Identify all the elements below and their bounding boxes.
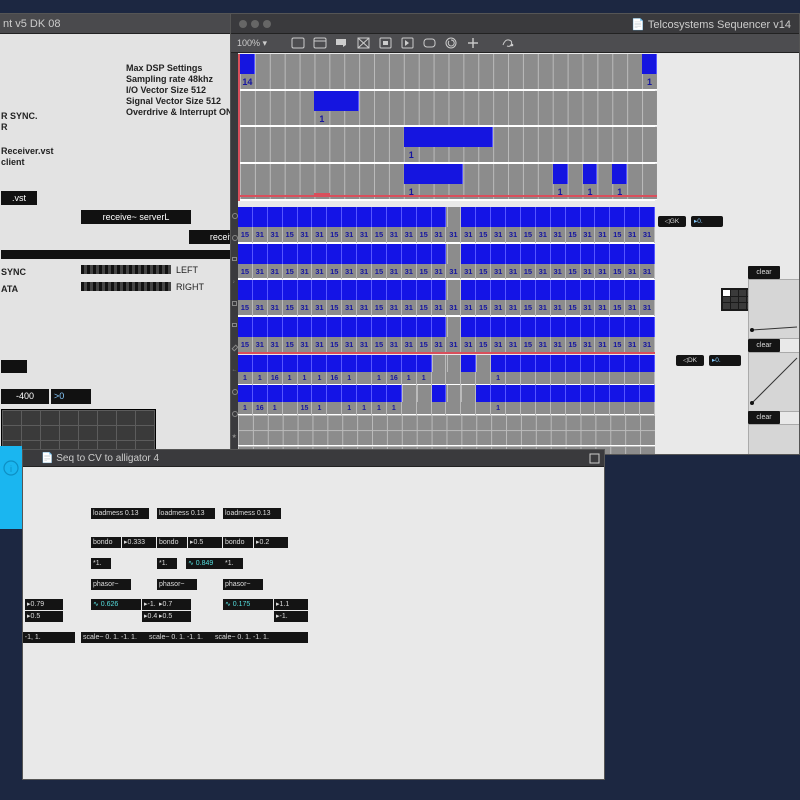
svg-text:i: i bbox=[10, 464, 12, 474]
